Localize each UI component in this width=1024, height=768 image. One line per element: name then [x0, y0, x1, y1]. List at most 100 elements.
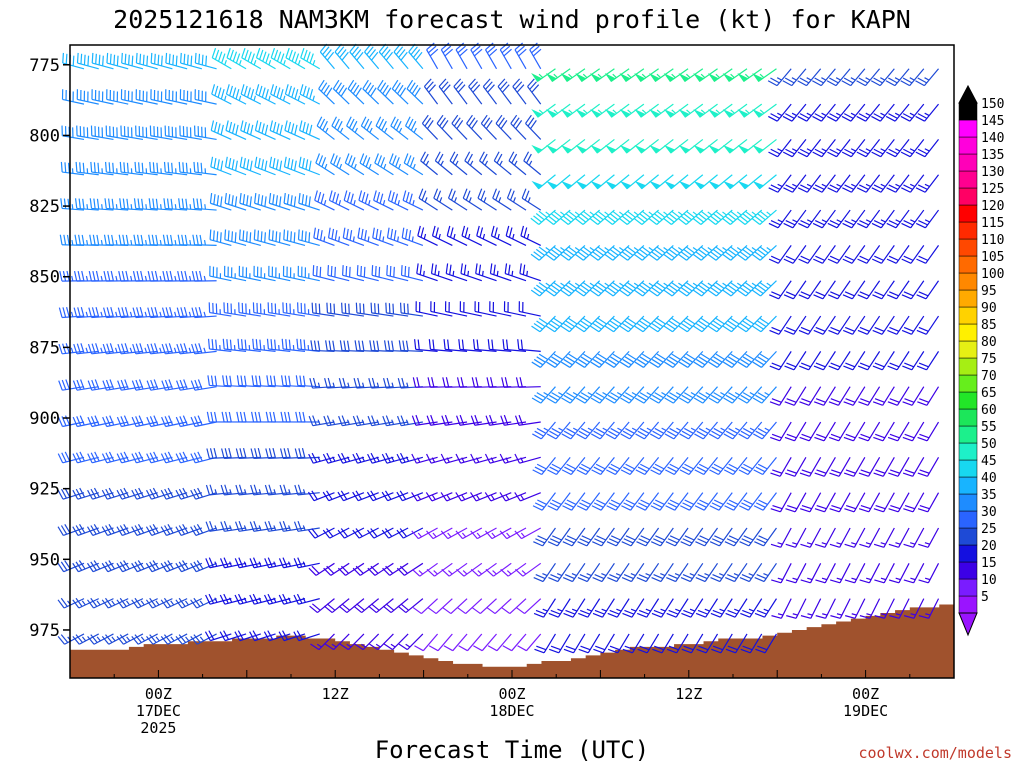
colorbar-label: 105 — [981, 250, 1004, 265]
wind-barb — [515, 598, 542, 615]
wind-barb — [101, 523, 129, 537]
wind-barb — [575, 138, 601, 154]
wind-barb — [589, 209, 615, 225]
wind-barb — [902, 386, 925, 406]
wind-barb — [367, 452, 394, 464]
wind-barb — [57, 487, 85, 500]
wind-barb — [434, 151, 453, 176]
wind-barb — [205, 557, 232, 569]
wind-barb — [322, 527, 350, 539]
wind-barb — [255, 84, 276, 105]
wind-barb — [636, 527, 660, 547]
wind-barb — [738, 386, 763, 404]
wind-barb — [828, 351, 851, 371]
wind-barb — [72, 379, 99, 391]
wind-barb — [72, 560, 99, 573]
colorbar-segment — [958, 272, 978, 291]
wind-barb — [678, 350, 704, 368]
wind-barb — [901, 245, 925, 264]
colorbar-label: 45 — [981, 454, 997, 469]
wind-barb — [269, 120, 291, 140]
wind-barbs — [57, 42, 940, 654]
wind-barb — [449, 151, 468, 176]
wind-barb — [249, 593, 276, 605]
wind-barb — [73, 343, 99, 355]
wind-barb — [532, 456, 556, 476]
colorbar-segment — [958, 357, 978, 376]
wind-barb — [297, 265, 320, 282]
wind-barb — [784, 386, 807, 406]
wind-barb — [666, 562, 689, 583]
colorbar-segment — [958, 255, 978, 274]
wind-barb — [220, 520, 247, 532]
wind-barb — [752, 68, 777, 82]
wind-barb — [828, 280, 851, 300]
wind-barb — [562, 527, 586, 547]
wind-barb — [575, 350, 601, 368]
wind-barb — [696, 633, 719, 654]
wind-barb — [664, 421, 689, 440]
wind-barb — [211, 47, 232, 70]
wind-barb — [722, 280, 748, 297]
wind-barb — [135, 52, 158, 70]
wind-barb — [341, 302, 365, 317]
wind-barb — [677, 244, 704, 261]
wind-barb — [562, 562, 586, 583]
wind-barb — [695, 562, 719, 583]
wind-barb — [87, 343, 114, 355]
wind-barb — [482, 78, 498, 105]
wind-barb — [873, 421, 895, 442]
colorbar-bottom-arrow — [958, 612, 978, 637]
wind-barb — [590, 421, 615, 440]
wind-barb — [455, 42, 468, 70]
wind-barb — [209, 229, 232, 246]
wind-barb — [352, 415, 379, 427]
wind-barb — [208, 302, 232, 317]
wind-barb — [418, 188, 438, 211]
y-tick-label: 975 — [29, 621, 60, 641]
wind-barb — [249, 520, 276, 532]
wind-barb — [337, 490, 365, 502]
wind-barb — [308, 452, 335, 464]
wind-barb — [59, 234, 85, 246]
wind-barb — [331, 116, 350, 140]
wind-barb — [267, 302, 291, 317]
wind-barb — [547, 492, 571, 511]
wind-barb — [784, 315, 807, 335]
wind-barb — [678, 103, 704, 118]
wind-barb — [692, 244, 718, 261]
wind-barb — [531, 315, 556, 333]
wind-barb — [857, 280, 881, 300]
wind-barb — [678, 315, 704, 333]
wind-barb — [888, 563, 910, 584]
wind-barb — [523, 151, 542, 176]
wind-barb — [194, 89, 217, 105]
wind-barb — [693, 386, 718, 404]
wind-barb — [131, 597, 158, 609]
wind-barb — [680, 562, 704, 583]
wind-barb — [399, 302, 423, 317]
wind-barb — [873, 527, 895, 548]
wind-barb — [503, 301, 527, 317]
wind-barb — [311, 302, 335, 317]
wind-barb — [769, 386, 792, 406]
wind-barb — [255, 47, 276, 70]
wind-barb — [648, 68, 674, 82]
colorbar-label: 70 — [981, 369, 997, 384]
wind-barb — [342, 227, 365, 246]
wind-barb — [827, 209, 851, 229]
wind-barb — [533, 527, 556, 547]
wind-barb — [337, 452, 365, 464]
wind-barb — [473, 633, 497, 652]
wind-barb — [545, 68, 571, 82]
wind-barb — [176, 379, 202, 391]
wind-barb — [900, 68, 925, 87]
wind-barb — [858, 492, 881, 513]
wind-barb — [116, 415, 144, 428]
wind-barb — [575, 315, 601, 333]
wind-barb — [859, 527, 881, 548]
wind-barb — [736, 209, 763, 225]
wind-barb — [738, 456, 763, 476]
wind-barb — [219, 557, 247, 569]
wind-barb — [916, 280, 940, 300]
